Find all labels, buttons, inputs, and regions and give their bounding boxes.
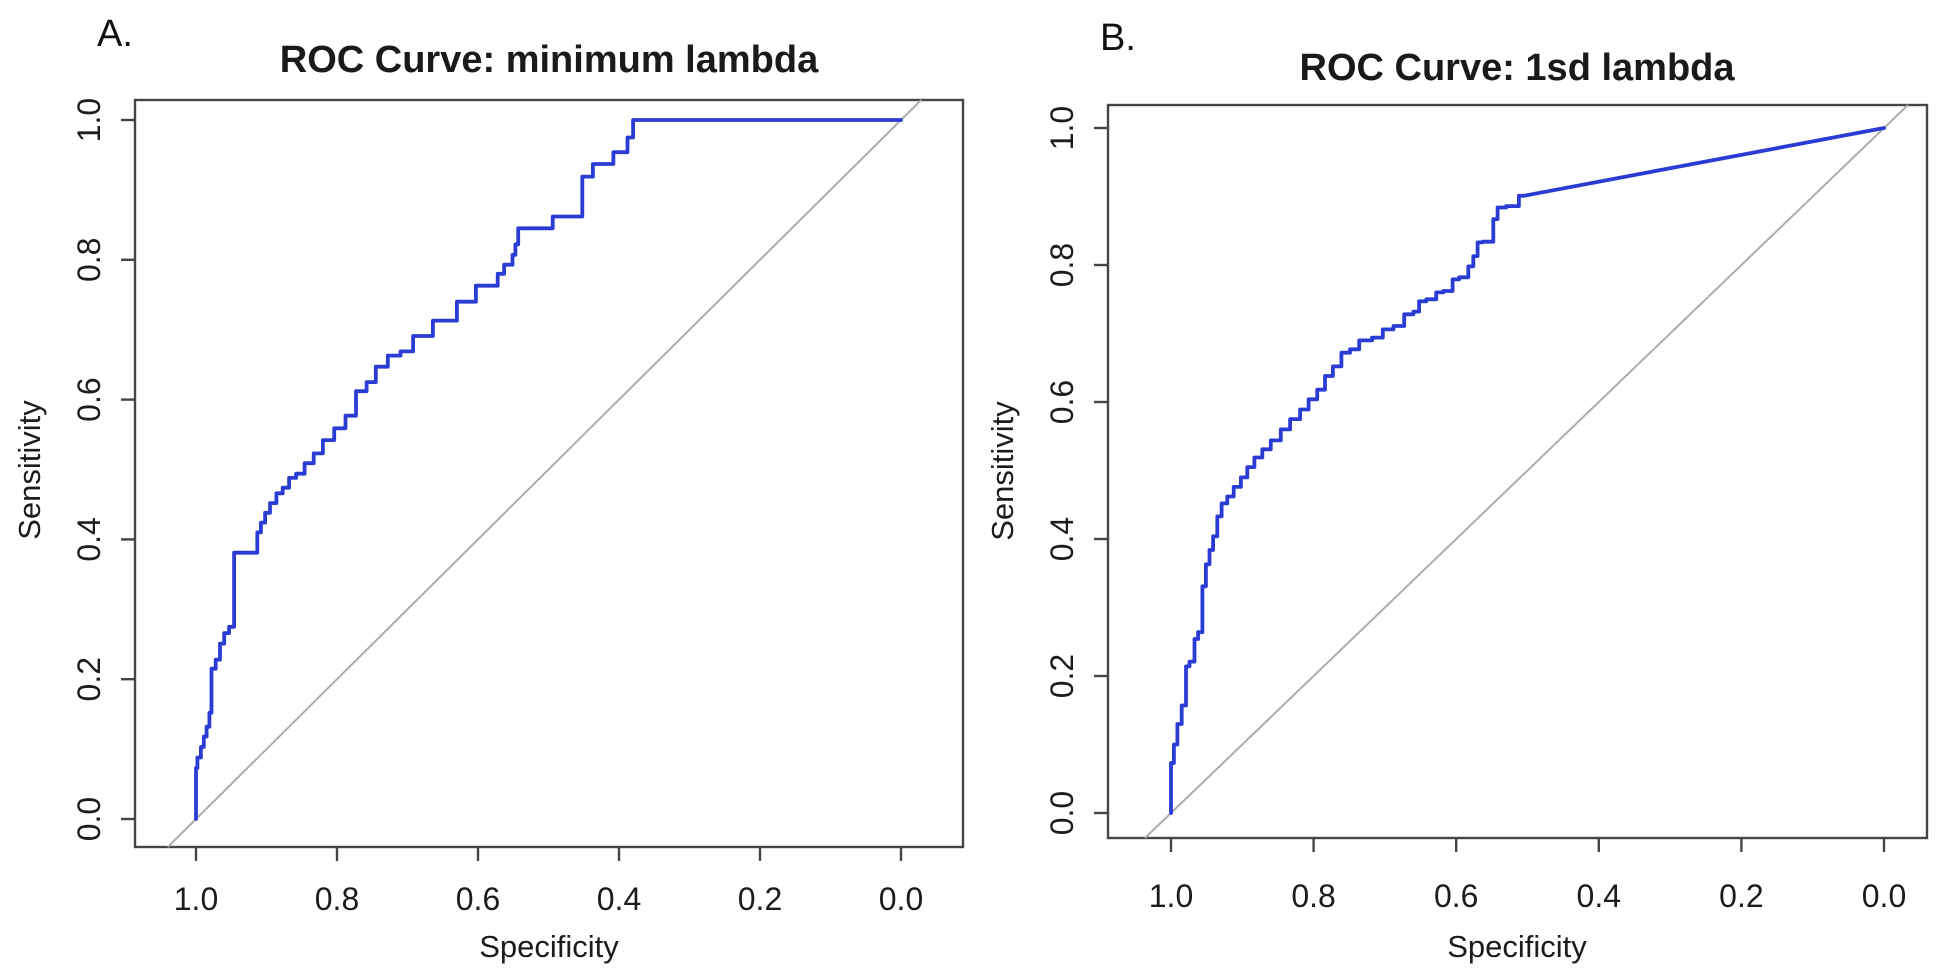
x-tick-label: 0.6 xyxy=(1434,878,1478,914)
x-tick-label: 0.8 xyxy=(1291,878,1335,914)
x-tick-label: 0.0 xyxy=(879,881,923,917)
y-tick-label: 0.2 xyxy=(1044,654,1080,698)
y-tick-label: 1.0 xyxy=(71,98,107,142)
roc-curve xyxy=(1169,126,1886,815)
panel-a: A. ROC Curve: minimum lambda Specificity… xyxy=(12,13,965,964)
x-tick-label: 0.2 xyxy=(1719,878,1763,914)
x-axis-label-a: Specificity xyxy=(479,929,619,964)
y-tick-label: 0.0 xyxy=(1044,791,1080,835)
y-tick-label: 0.4 xyxy=(1044,517,1080,561)
y-axis-label-b: Sensitivity xyxy=(985,401,1020,541)
x-axis-label-b: Specificity xyxy=(1447,929,1587,964)
chart-title-a: ROC Curve: minimum lambda xyxy=(280,39,819,81)
y-tick-label: 0.0 xyxy=(71,797,107,841)
chart-title-b: ROC Curve: 1sd lambda xyxy=(1300,47,1736,89)
x-tick-label: 0.6 xyxy=(456,881,500,917)
plot-area-a: 1.0 0.8 0.6 0.4 0.2 0.0 0.0 0.2 0.4 0.6 0.8 1.0 xyxy=(71,98,965,917)
panel-b: B. ROC Curve: 1sd lambda Specificity Sen… xyxy=(985,17,1929,964)
y-axis-label-a: Sensitivity xyxy=(12,400,47,540)
x-tick-label: 0.8 xyxy=(315,881,359,917)
panel-letter-b: B. xyxy=(1100,17,1136,59)
y-tick-label: 0.4 xyxy=(71,517,107,561)
y-tick-label: 0.2 xyxy=(71,657,107,701)
y-tick-label: 0.6 xyxy=(1044,380,1080,424)
chance-diagonal xyxy=(1144,104,1909,839)
y-tick-label: 0.8 xyxy=(71,238,107,282)
x-tick-label: 1.0 xyxy=(174,881,218,917)
panel-letter-a: A. xyxy=(97,13,133,55)
x-tick-label: 0.0 xyxy=(1862,878,1906,914)
x-tick-label: 0.4 xyxy=(597,881,641,917)
x-tick-label: 0.2 xyxy=(738,881,782,917)
roc-curve xyxy=(194,118,903,821)
plot-area-b: 1.0 0.8 0.6 0.4 0.2 0.0 0.0 0.2 0.4 0.6 0.8 1.0 xyxy=(1044,103,1929,914)
plot-border xyxy=(133,98,965,849)
y-tick-label: 0.6 xyxy=(71,377,107,421)
y-tick-label: 0.8 xyxy=(1044,243,1080,287)
x-tick-label: 1.0 xyxy=(1149,878,1193,914)
y-tick-label: 1.0 xyxy=(1044,106,1080,150)
x-tick-label: 0.4 xyxy=(1577,878,1621,914)
plot-border xyxy=(1106,103,1929,840)
chance-diagonal xyxy=(167,99,922,848)
